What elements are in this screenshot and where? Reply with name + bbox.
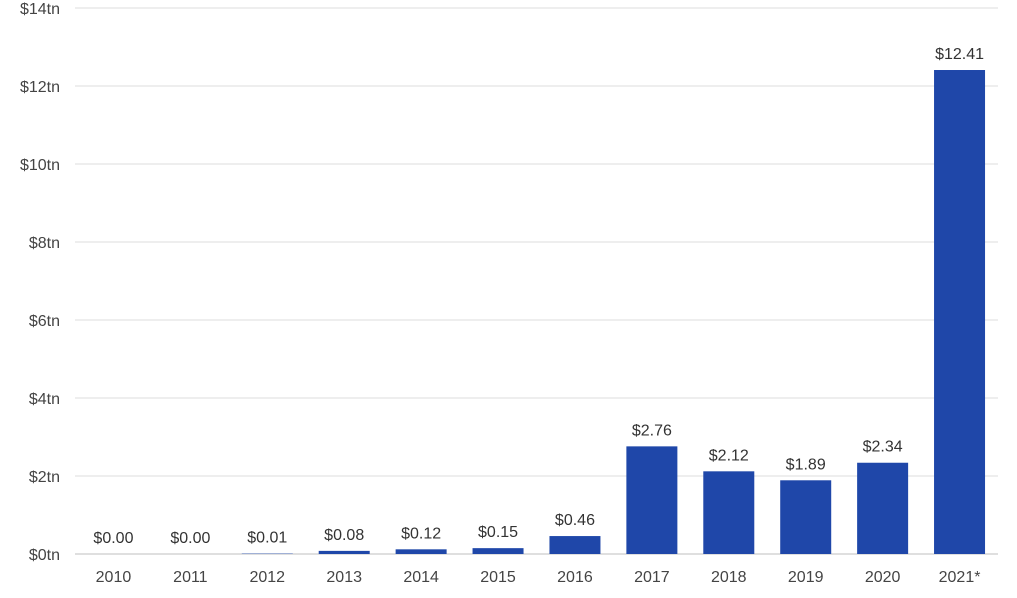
x-tick-label: 2010 xyxy=(96,569,132,586)
x-tick-label: 2013 xyxy=(326,569,362,586)
bar-value-label: $0.08 xyxy=(324,527,364,544)
x-tick-label: 2016 xyxy=(557,569,593,586)
y-tick-label: $2tn xyxy=(29,469,60,486)
y-axis-ticks: $0tn $2tn $4tn $6tn $8tn $10tn $12tn $14tn xyxy=(20,1,60,564)
x-axis-ticks: 2010 2011 2012 2013 2014 2015 2016 2017 2018 2019… xyxy=(96,569,981,586)
bar xyxy=(395,549,447,554)
bar xyxy=(472,548,524,554)
bar-value-label: $0.00 xyxy=(93,530,133,547)
x-tick-label: 2015 xyxy=(480,569,516,586)
bar-value-label: $2.12 xyxy=(709,447,749,464)
bar-value-label: $0.01 xyxy=(247,530,287,547)
x-tick-label: 2012 xyxy=(249,569,285,586)
bar xyxy=(703,471,755,554)
x-tick-label: 2020 xyxy=(865,569,901,586)
y-tick-label: $8tn xyxy=(29,235,60,252)
bar-value-label: $1.89 xyxy=(786,456,826,473)
y-tick-label: $10tn xyxy=(20,157,60,174)
bar-value-label: $0.00 xyxy=(170,530,210,547)
bar xyxy=(934,70,986,554)
y-tick-label: $4tn xyxy=(29,391,60,408)
x-tick-label: 2014 xyxy=(403,569,439,586)
bar-value-label: $0.46 xyxy=(555,512,595,529)
y-tick-label: $6tn xyxy=(29,313,60,330)
x-tick-label: 2021* xyxy=(939,569,981,586)
bar xyxy=(857,462,909,554)
bar-value-label: $0.15 xyxy=(478,524,518,541)
bar xyxy=(780,480,832,554)
x-tick-label: 2018 xyxy=(711,569,747,586)
bar-value-label: $2.76 xyxy=(632,422,672,439)
bar-value-label: $12.41 xyxy=(935,46,984,63)
grid-lines xyxy=(75,7,998,555)
x-tick-label: 2011 xyxy=(173,569,208,586)
bar xyxy=(318,550,370,554)
y-tick-label: $0tn xyxy=(29,547,60,564)
y-tick-label: $14tn xyxy=(20,1,60,18)
x-tick-label: 2017 xyxy=(634,569,670,586)
bar xyxy=(626,446,678,554)
bar xyxy=(549,536,601,554)
bars xyxy=(241,70,986,554)
y-tick-label: $12tn xyxy=(20,79,60,96)
data-labels: $0.00 $0.00 $0.01 $0.08 $0.12 $0.15 $0.46 $2.76… xyxy=(93,46,984,547)
x-tick-label: 2019 xyxy=(788,569,824,586)
bar-value-label: $2.34 xyxy=(863,439,903,456)
bar-value-label: $0.12 xyxy=(401,525,441,542)
